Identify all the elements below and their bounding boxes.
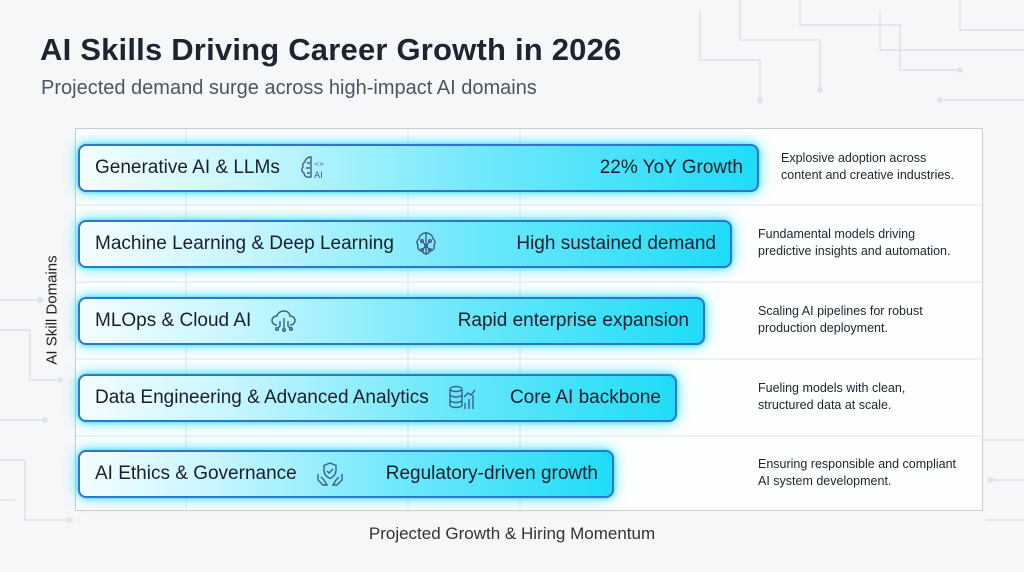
y-axis-label: AI Skill Domains: [43, 255, 61, 365]
bar-data-engineering-and-advanced-analytics: Data Engineering & Advanced Analytics Cor…: [78, 373, 677, 422]
ethics-hands-icon: [315, 459, 345, 489]
annotation-generative-ai-and-llms: Explosive adoption across content and cre…: [781, 150, 1006, 184]
data-label: Regulatory-driven growth: [385, 463, 598, 485]
category-label: AI Ethics & Governance: [95, 463, 297, 485]
annotation-line: Ensuring responsible and compliant: [758, 457, 957, 472]
x-axis-label: Projected Growth & Hiring Momentum: [368, 524, 656, 543]
annotation-line: Explosive adoption across: [781, 150, 927, 165]
annotation-line: AI system development.: [758, 474, 892, 489]
data-label: Core AI backbone: [509, 386, 661, 408]
cloud-network-icon: [269, 306, 299, 336]
annotation-data-engineering-and-advanced-analytics: Fueling models with clean, structured dat…: [758, 380, 983, 414]
annotation-line: Fueling models with clean,: [758, 380, 906, 395]
category-label: Machine Learning & Deep Learning: [95, 233, 394, 255]
data-label: Rapid enterprise expansion: [457, 310, 689, 331]
page-title: AI Skills Driving Career Growth in 2026: [40, 32, 622, 67]
annotation-mlops-and-cloud-ai: Scaling AI pipelines for robust productio…: [758, 303, 983, 337]
annotation-line: Fundamental models driving: [758, 227, 916, 242]
svg-text:AI: AI: [314, 171, 323, 181]
data-label: 22% YoY Growth: [599, 156, 743, 178]
bar-mlops-and-cloud-ai: MLOps & Cloud AI Rapid enterprise expansi…: [78, 297, 705, 345]
page-subtitle: Projected demand surge across high-impac…: [41, 77, 537, 99]
data-label: High sustained demand: [516, 233, 716, 255]
neural-brain-icon: [412, 229, 442, 259]
database-chart-icon: [447, 383, 477, 413]
category-label: MLOps & Cloud AI: [95, 310, 252, 331]
category-label: Generative AI & LLMs: [95, 156, 280, 178]
annotation-ai-ethics-and-governance: Ensuring responsible and compliant AI sys…: [758, 456, 983, 490]
plot-area: Generative AI & LLMs <> AI 22% YoY Growth Ex…: [75, 128, 984, 512]
annotation-line: Scaling AI pipelines for robust: [758, 304, 923, 318]
svg-text:<>: <>: [314, 161, 324, 168]
category-label: Data Engineering & Advanced Analytics: [95, 386, 429, 408]
annotation-line: content and creative industries.: [781, 167, 955, 182]
bar-generative-ai-and-llms: Generative AI & LLMs <> AI 22% YoY Growth: [78, 143, 759, 192]
annotation-line: predictive insights and automation.: [758, 244, 951, 259]
annotation-line: production deployment.: [758, 321, 888, 335]
annotation-line: structured data at scale.: [758, 397, 892, 412]
bar-ai-ethics-and-governance: AI Ethics & Governance Regulatory-driven …: [78, 450, 614, 499]
bar-machine-learning-and-deep-learning: Machine Learning & Deep Learning High sus…: [78, 220, 732, 269]
annotation-machine-learning-and-deep-learning: Fundamental models driving predictive ins…: [758, 226, 983, 260]
brain-ai-icon: <> AI: [298, 153, 328, 183]
